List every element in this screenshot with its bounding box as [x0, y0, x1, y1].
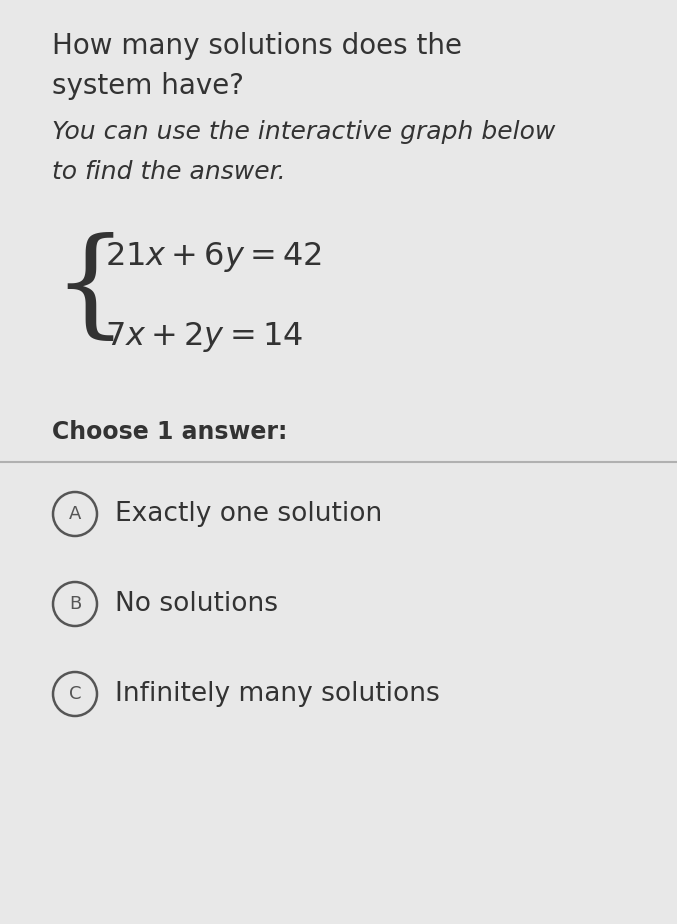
Text: Infinitely many solutions: Infinitely many solutions — [115, 681, 440, 707]
Text: A: A — [69, 505, 81, 523]
Text: to find the answer.: to find the answer. — [52, 160, 286, 184]
Text: system have?: system have? — [52, 72, 244, 100]
Text: Exactly one solution: Exactly one solution — [115, 501, 383, 527]
Text: $7x + 2y = 14$: $7x + 2y = 14$ — [105, 320, 303, 354]
Text: Choose 1 answer:: Choose 1 answer: — [52, 420, 287, 444]
Text: C: C — [69, 685, 81, 703]
Text: $21x + 6y = 42$: $21x + 6y = 42$ — [105, 240, 322, 274]
Text: No solutions: No solutions — [115, 591, 278, 617]
Text: {: { — [52, 233, 127, 347]
Text: How many solutions does the: How many solutions does the — [52, 32, 462, 60]
Text: B: B — [69, 595, 81, 613]
Text: You can use the interactive graph below: You can use the interactive graph below — [52, 120, 555, 144]
